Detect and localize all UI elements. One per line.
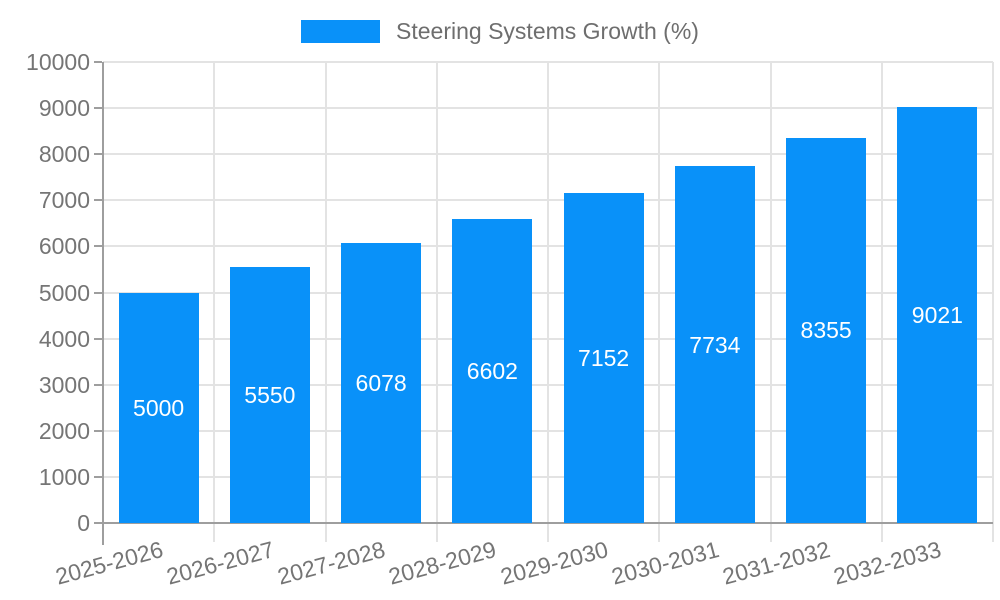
x-axis-tick-label: 2030-2031 <box>608 536 722 590</box>
legend[interactable]: Steering Systems Growth (%) <box>0 18 1000 45</box>
y-axis-tick <box>94 522 102 524</box>
gridline-vertical <box>769 62 772 542</box>
bar: 7734 <box>674 166 755 523</box>
y-axis-tick <box>94 199 102 202</box>
gridline-vertical <box>658 62 661 542</box>
y-axis-tick <box>94 383 102 386</box>
y-axis-tick-label: 1000 <box>38 463 90 490</box>
x-axis-tick-label: 2025-2026 <box>52 536 166 590</box>
x-axis-tick-label: 2028-2029 <box>386 536 500 590</box>
y-axis-tick-label: 4000 <box>38 325 90 352</box>
y-axis-tick-label: 2000 <box>38 417 90 444</box>
bar-value-label: 5550 <box>244 382 296 409</box>
bar-value-label: 6602 <box>466 357 518 384</box>
y-axis-tick-label: 10000 <box>26 49 90 75</box>
x-axis-tick-label: 2029-2030 <box>497 536 611 590</box>
y-axis-tick <box>94 475 102 478</box>
y-axis-tick <box>94 245 102 248</box>
y-axis-tick <box>94 337 102 340</box>
x-axis-tick-label: 2026-2027 <box>163 536 277 590</box>
y-axis-tick-label: 9000 <box>38 95 90 122</box>
y-axis-tick <box>94 291 102 294</box>
legend-label[interactable]: Steering Systems Growth (%) <box>396 18 699 44</box>
x-axis-tick-label: 2032-2033 <box>831 536 945 590</box>
y-axis-tick <box>94 61 102 63</box>
bar-value-label: 7152 <box>578 345 630 372</box>
y-axis-tick-label: 7000 <box>38 187 90 214</box>
bar-value-label: 5000 <box>133 394 185 421</box>
y-axis-tick <box>94 429 102 432</box>
y-axis-line <box>102 62 104 545</box>
y-axis-tick-label: 5000 <box>38 279 90 306</box>
bar: 6602 <box>452 218 533 523</box>
bar-value-label: 9021 <box>911 302 963 329</box>
y-axis-tick-label: 8000 <box>38 141 90 168</box>
bar: 5550 <box>229 267 310 523</box>
gridline-vertical <box>547 62 549 542</box>
bar: 6078 <box>341 242 422 523</box>
x-axis-line <box>103 522 993 524</box>
x-axis-tick-label: 2027-2028 <box>274 536 388 590</box>
gridline-vertical <box>324 62 327 542</box>
gridline-vertical <box>435 62 438 542</box>
legend-swatch[interactable] <box>301 20 381 43</box>
y-axis-tick-label: 3000 <box>38 371 90 398</box>
bar: 8355 <box>786 137 867 523</box>
bar-value-label: 7734 <box>689 331 741 358</box>
bar-value-label: 6078 <box>355 369 407 396</box>
y-axis-tick-label: 6000 <box>38 233 90 260</box>
gridline-vertical <box>880 62 883 542</box>
x-axis-tick-label: 2031-2032 <box>719 536 833 590</box>
bar-value-label: 8355 <box>800 317 852 344</box>
y-axis-tick <box>94 107 102 110</box>
bar: 7152 <box>563 193 644 523</box>
y-axis-tick-label: 0 <box>77 510 90 536</box>
gridline-vertical <box>213 62 216 542</box>
bar: 5000 <box>118 292 199 523</box>
y-axis-tick <box>94 153 102 156</box>
gridline-vertical <box>992 62 994 542</box>
bar: 9021 <box>897 107 978 523</box>
